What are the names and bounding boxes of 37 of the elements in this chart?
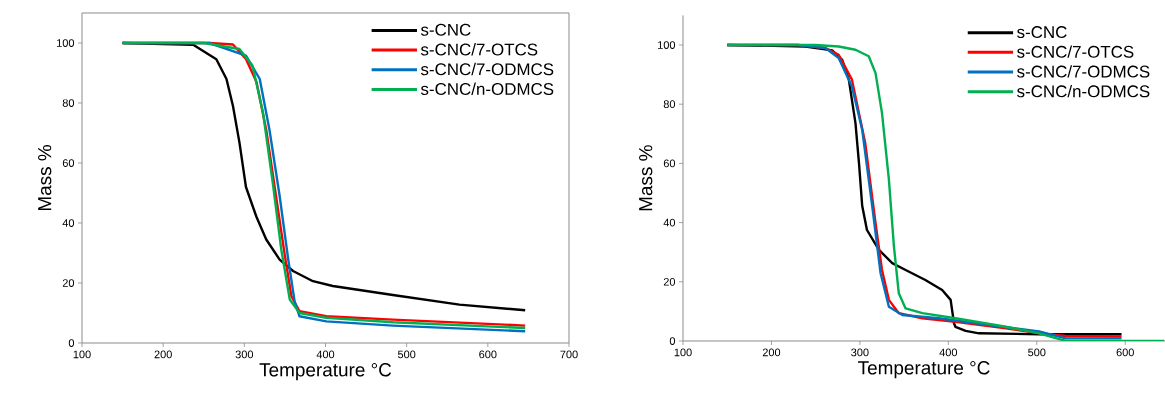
x-tick-label: 500 xyxy=(1028,348,1046,357)
x-tick-label: 600 xyxy=(479,350,497,359)
x-axis-title: Temperature °C xyxy=(259,363,392,381)
y-tick-label: 20 xyxy=(62,279,75,287)
legend-label: s-CNC/n-ODMCS xyxy=(420,82,554,96)
y-tick-label: 80 xyxy=(62,99,75,107)
x-tick-label: 600 xyxy=(1116,348,1134,357)
legend-label: s-CNC/n-ODMCS xyxy=(1017,84,1150,98)
y-axis-title: Mass % xyxy=(639,145,653,211)
x-tick-label: 200 xyxy=(154,350,172,359)
y-tick-label: 0 xyxy=(68,339,75,347)
x-tick-label: 200 xyxy=(762,348,781,357)
y-tick-label: 40 xyxy=(62,219,75,227)
legend-label: s-CNC/7-ODMCS xyxy=(420,62,554,76)
x-tick-label: 400 xyxy=(316,350,335,359)
y-tick-label: 40 xyxy=(663,218,676,227)
x-tick-label: 100 xyxy=(674,348,692,357)
x-tick-label: 300 xyxy=(851,348,869,357)
x-axis-title: Temperature °C xyxy=(858,361,990,379)
y-tick-label: 60 xyxy=(663,159,676,168)
legend-label: s-CNC/7-ODMCS xyxy=(1017,65,1150,78)
legend-label: s-CNC/7-OTCS xyxy=(1017,45,1134,58)
y-tick-label: 80 xyxy=(663,100,676,109)
y-axis-title: Mass % xyxy=(38,145,52,211)
legend-label: s-CNC xyxy=(1017,26,1067,39)
x-tick-label: 400 xyxy=(939,348,958,357)
legend-label: s-CNC xyxy=(420,23,471,36)
y-tick-label: 60 xyxy=(62,159,75,167)
y-tick-label: 0 xyxy=(669,337,676,345)
x-tick-label: 300 xyxy=(235,350,254,359)
x-tick-label: 700 xyxy=(560,350,578,359)
y-tick-label: 100 xyxy=(57,39,75,47)
y-tick-label: 100 xyxy=(658,41,676,49)
x-tick-label: 500 xyxy=(397,350,416,359)
x-tick-label: 100 xyxy=(73,350,91,359)
legend-label: s-CNC/7-OTCS xyxy=(420,43,538,56)
y-tick-label: 20 xyxy=(663,277,676,286)
